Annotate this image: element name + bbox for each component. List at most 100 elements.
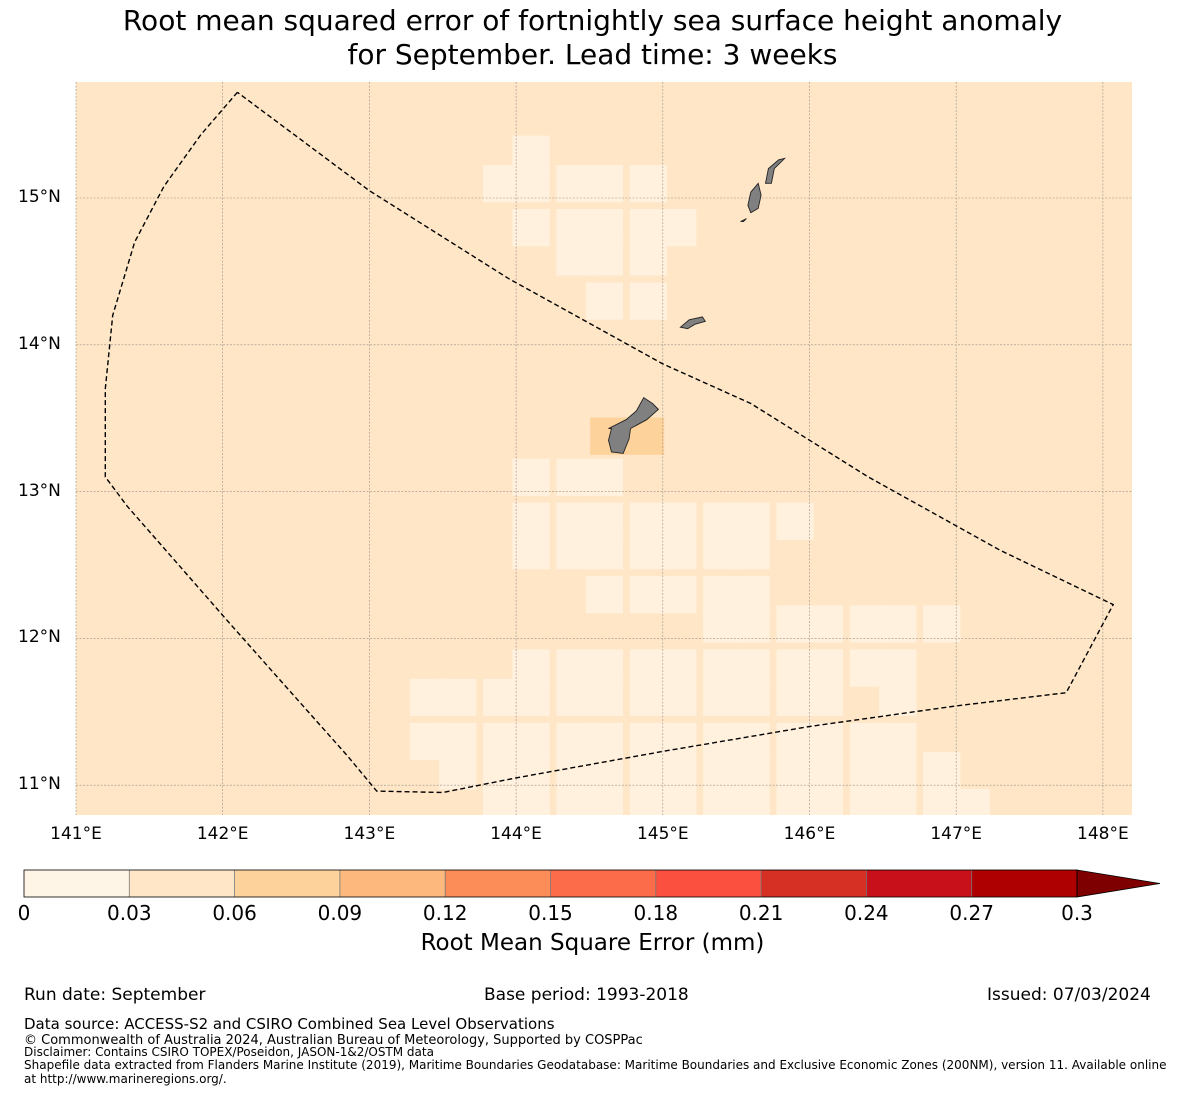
lon-label: 142°E (196, 824, 249, 844)
error-cell-low (585, 282, 624, 320)
disclaimer: Disclaimer: Contains CSIRO TOPEX/Poseido… (24, 1045, 434, 1059)
error-cell-low (732, 531, 770, 570)
eez-dashed-line (104, 91, 1115, 794)
error-cell-low (439, 752, 477, 790)
lat-label: 12°N (18, 627, 61, 648)
error-cell-low (629, 282, 668, 320)
error-cell-low (732, 678, 770, 717)
error-cell-low (512, 209, 550, 247)
error-cell-low (659, 752, 697, 790)
error-cell-low (879, 788, 917, 815)
error-cell-low (659, 531, 697, 570)
colorbar-tick-label: 0.24 (844, 901, 889, 925)
error-cell-low (512, 531, 550, 570)
chart-title: Root mean squared error of fortnightly s… (0, 4, 1185, 72)
colorbar-tick-label: 0.12 (422, 901, 468, 925)
island-saipan (764, 157, 787, 184)
error-cell-low (629, 164, 668, 203)
lon-label: 146°E (783, 824, 836, 844)
shapefile-credit-2: at http://www.marineregions.org/. (24, 1072, 227, 1086)
colorbar-segment (339, 870, 446, 897)
colorbar-segment (129, 870, 236, 897)
error-cell-low (512, 752, 550, 790)
colorbar-tick-label: 0.06 (212, 901, 257, 925)
colorbar-tick-label: 0.27 (949, 901, 994, 925)
data-source: Data source: ACCESS-S2 and CSIRO Combine… (24, 1015, 555, 1033)
island-aguijan (740, 218, 747, 222)
error-cell-low (512, 458, 550, 496)
title-line-1: Root mean squared error of fortnightly s… (122, 4, 1063, 37)
error-cell-low (952, 788, 990, 815)
graticule (75, 82, 1132, 815)
colorbar-segment (550, 870, 657, 897)
error-cell-low (585, 752, 624, 790)
run-date: Run date: September (24, 985, 206, 1005)
lat-label: 14°N (18, 333, 61, 354)
colorbar-tick-label: 0.18 (633, 901, 679, 925)
colorbar-tick-label: 0.09 (317, 901, 363, 925)
error-cell-low (805, 605, 844, 643)
error-cell-low (732, 605, 770, 643)
colorbar-title: Root Mean Square Error (mm) (420, 930, 765, 956)
error-cell-low (923, 605, 961, 643)
colorbar-tick-label: 0.3 (1061, 901, 1093, 925)
error-cell-low (923, 752, 961, 790)
issued-date: Issued: 07/03/2024 (987, 985, 1151, 1005)
error-cell-low (659, 576, 697, 614)
error-cell-low (585, 238, 624, 276)
colorbar-tick-label: 0.21 (738, 901, 784, 925)
error-cell-low (585, 678, 624, 717)
lat-label: 13°N (18, 480, 61, 501)
error-cell-low (805, 678, 844, 717)
colorbar-tick-label: 0.15 (528, 901, 573, 925)
colorbar-segment (971, 870, 1078, 897)
island-rota (679, 316, 707, 330)
error-cell-low (585, 458, 624, 496)
island-guam (608, 396, 660, 454)
colorbar-tick-label: 0 (17, 901, 31, 925)
error-grid (409, 135, 990, 815)
error-cell-low (879, 752, 917, 790)
island-tinian (747, 182, 762, 214)
map-panel (75, 82, 1132, 815)
error-cell-low (659, 788, 697, 815)
lat-label: 11°N (18, 774, 61, 795)
error-cell-low (776, 502, 814, 540)
error-cell-low (439, 678, 477, 717)
colorbar-segment (234, 870, 341, 897)
error-cell-low (585, 788, 624, 815)
colorbar-frame (23, 869, 1078, 898)
lon-label: 143°E (343, 824, 396, 844)
error-cell-low (732, 752, 770, 790)
error-cell-low (805, 788, 844, 815)
eez-boundary (104, 91, 1115, 794)
error-cell-low (512, 678, 550, 717)
lon-label: 148°E (1077, 824, 1129, 844)
error-cell-low (879, 605, 917, 643)
lon-label: 141°E (50, 824, 102, 844)
shapefile-credit-1: Shapefile data extracted from Flanders M… (24, 1058, 1167, 1072)
error-cell-low (512, 788, 550, 815)
colorbar-segment (761, 870, 867, 897)
colorbar-extend-arrow (1076, 869, 1161, 898)
colorbar-segment (445, 870, 551, 897)
error-cell-low (732, 788, 770, 815)
lon-label: 145°E (636, 824, 689, 844)
colorbar-tick-label: 0.03 (107, 901, 152, 925)
error-cell-low (585, 164, 624, 203)
copyright: © Commonwealth of Australia 2024, Austra… (24, 1033, 643, 1048)
base-period: Base period: 1993-2018 (484, 985, 689, 1005)
lat-label: 15°N (18, 187, 61, 207)
colorbar-segment (655, 870, 762, 897)
colorbar (23, 869, 1161, 898)
title-line-2: for September. Lead time: 3 weeks (347, 38, 838, 71)
colorbar-segment (866, 870, 973, 897)
error-cell-low (879, 678, 917, 717)
colorbar-segment (24, 870, 130, 897)
lon-label: 144°E (490, 824, 542, 844)
error-cell-low (629, 238, 668, 276)
error-cell-low (805, 752, 844, 790)
error-cell-low (585, 531, 624, 570)
lon-label: 147°E (930, 824, 983, 844)
error-cell-low (659, 678, 697, 717)
